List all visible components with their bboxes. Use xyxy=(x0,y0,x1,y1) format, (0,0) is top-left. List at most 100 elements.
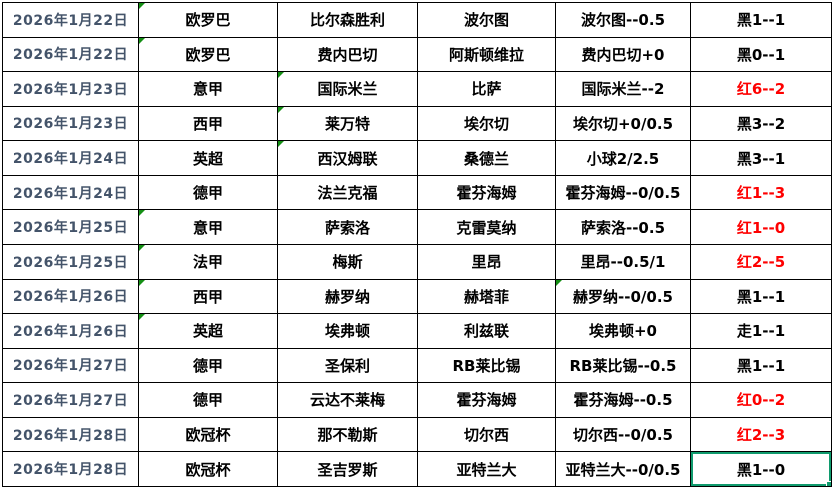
date-cell[interactable]: 2026年1月26日 xyxy=(2,278,139,315)
table-row: 2026年1月24日 英超 西汉姆联 桑德兰 小球2/2.5 黑3--1 xyxy=(2,140,832,176)
away-team-cell[interactable]: 埃尔切 xyxy=(417,105,556,142)
spreadsheet: 2026年1月22日 欧罗巴 比尔森胜利 波尔图 波尔图--0.5 黑1--1 … xyxy=(2,2,832,487)
handicap-cell[interactable]: 里昂--0.5/1 xyxy=(555,243,691,280)
handicap-cell[interactable]: 霍芬海姆--0/0.5 xyxy=(555,174,691,211)
selection-fill-handle[interactable] xyxy=(826,481,831,486)
handicap-cell[interactable]: 切尔西--0/0.5 xyxy=(555,416,691,453)
league-cell[interactable]: 意甲 xyxy=(138,209,278,245)
league-cell[interactable]: 欧罗巴 xyxy=(138,36,278,73)
league-cell[interactable]: 欧冠杯 xyxy=(138,416,278,453)
handicap-cell[interactable]: 小球2/2.5 xyxy=(555,140,691,176)
handicap-cell[interactable]: 波尔图--0.5 xyxy=(555,2,691,38)
handicap-cell[interactable]: RB莱比锡--0.5 xyxy=(555,347,691,384)
date-cell[interactable]: 2026年1月25日 xyxy=(2,209,139,245)
home-team-cell[interactable]: 那不勒斯 xyxy=(277,416,418,453)
table-row: 2026年1月22日 欧罗巴 费内巴切 阿斯顿维拉 费内巴切+0 黑0--1 xyxy=(2,36,832,73)
result-cell[interactable]: 红1--0 xyxy=(690,209,832,245)
home-team-cell[interactable]: 云达不莱梅 xyxy=(277,382,418,418)
result-cell[interactable]: 红1--3 xyxy=(690,174,832,211)
away-team-cell[interactable]: 桑德兰 xyxy=(417,140,556,176)
date-cell[interactable]: 2026年1月28日 xyxy=(2,416,139,453)
away-team-cell[interactable]: 比萨 xyxy=(417,71,556,107)
away-team-cell[interactable]: 赫塔菲 xyxy=(417,278,556,315)
date-cell[interactable]: 2026年1月27日 xyxy=(2,347,139,384)
result-cell-selected[interactable]: 黑1--0 xyxy=(690,451,832,487)
home-team-cell[interactable]: 圣吉罗斯 xyxy=(277,451,418,487)
date-cell[interactable]: 2026年1月22日 xyxy=(2,36,139,73)
league-cell[interactable]: 欧罗巴 xyxy=(138,2,278,38)
away-team-cell[interactable]: 亚特兰大 xyxy=(417,451,556,487)
handicap-cell[interactable]: 萨索洛--0.5 xyxy=(555,209,691,245)
home-team-cell[interactable]: 圣保利 xyxy=(277,347,418,384)
away-team-cell[interactable]: 阿斯顿维拉 xyxy=(417,36,556,73)
home-team-cell[interactable]: 埃弗顿 xyxy=(277,313,418,349)
away-team-cell[interactable]: 霍芬海姆 xyxy=(417,382,556,418)
date-cell[interactable]: 2026年1月24日 xyxy=(2,174,139,211)
league-cell[interactable]: 意甲 xyxy=(138,71,278,107)
result-cell[interactable]: 黑1--1 xyxy=(690,278,832,315)
date-cell[interactable]: 2026年1月24日 xyxy=(2,140,139,176)
table-row: 2026年1月24日 德甲 法兰克福 霍芬海姆 霍芬海姆--0/0.5 红1--… xyxy=(2,174,832,211)
league-cell[interactable]: 德甲 xyxy=(138,347,278,384)
away-team-cell[interactable]: 切尔西 xyxy=(417,416,556,453)
home-team-cell[interactable]: 国际米兰 xyxy=(277,71,418,107)
handicap-cell[interactable]: 埃尔切+0/0.5 xyxy=(555,105,691,142)
table-row: 2026年1月28日 欧冠杯 那不勒斯 切尔西 切尔西--0/0.5 红2--3 xyxy=(2,416,832,453)
table-row: 2026年1月26日 西甲 赫罗纳 赫塔菲 赫罗纳--0/0.5 黑1--1 xyxy=(2,278,832,315)
home-team-cell[interactable]: 萨索洛 xyxy=(277,209,418,245)
table-row: 2026年1月26日 英超 埃弗顿 利兹联 埃弗顿+0 走1--1 xyxy=(2,313,832,349)
result-cell[interactable]: 红2--5 xyxy=(690,243,832,280)
home-team-cell[interactable]: 法兰克福 xyxy=(277,174,418,211)
home-team-cell[interactable]: 费内巴切 xyxy=(277,36,418,73)
away-team-cell[interactable]: 克雷莫纳 xyxy=(417,209,556,245)
away-team-cell[interactable]: 里昂 xyxy=(417,243,556,280)
date-cell[interactable]: 2026年1月26日 xyxy=(2,313,139,349)
table-row: 2026年1月25日 法甲 梅斯 里昂 里昂--0.5/1 红2--5 xyxy=(2,243,832,280)
table-row: 2026年1月28日 欧冠杯 圣吉罗斯 亚特兰大 亚特兰大--0/0.5 黑1-… xyxy=(2,451,832,487)
home-team-cell[interactable]: 西汉姆联 xyxy=(277,140,418,176)
result-cell[interactable]: 黑3--2 xyxy=(690,105,832,142)
handicap-cell[interactable]: 亚特兰大--0/0.5 xyxy=(555,451,691,487)
table-row: 2026年1月23日 意甲 国际米兰 比萨 国际米兰--2 红6--2 xyxy=(2,71,832,107)
handicap-cell[interactable]: 霍芬海姆--0.5 xyxy=(555,382,691,418)
date-cell[interactable]: 2026年1月23日 xyxy=(2,105,139,142)
result-cell[interactable]: 红2--3 xyxy=(690,416,832,453)
result-cell[interactable]: 黑0--1 xyxy=(690,36,832,73)
league-cell[interactable]: 西甲 xyxy=(138,278,278,315)
result-cell[interactable]: 黑1--1 xyxy=(690,347,832,384)
date-cell[interactable]: 2026年1月28日 xyxy=(2,451,139,487)
home-team-cell[interactable]: 莱万特 xyxy=(277,105,418,142)
league-cell[interactable]: 英超 xyxy=(138,140,278,176)
home-team-cell[interactable]: 比尔森胜利 xyxy=(277,2,418,38)
result-cell[interactable]: 黑3--1 xyxy=(690,140,832,176)
league-cell[interactable]: 德甲 xyxy=(138,382,278,418)
table-row: 2026年1月27日 德甲 云达不莱梅 霍芬海姆 霍芬海姆--0.5 红0--2 xyxy=(2,382,832,418)
result-cell[interactable]: 走1--1 xyxy=(690,313,832,349)
away-team-cell[interactable]: RB莱比锡 xyxy=(417,347,556,384)
home-team-cell[interactable]: 梅斯 xyxy=(277,243,418,280)
home-team-cell[interactable]: 赫罗纳 xyxy=(277,278,418,315)
date-cell[interactable]: 2026年1月27日 xyxy=(2,382,139,418)
handicap-cell[interactable]: 费内巴切+0 xyxy=(555,36,691,73)
league-cell[interactable]: 德甲 xyxy=(138,174,278,211)
result-cell[interactable]: 红0--2 xyxy=(690,382,832,418)
league-cell[interactable]: 欧冠杯 xyxy=(138,451,278,487)
league-cell[interactable]: 西甲 xyxy=(138,105,278,142)
handicap-cell[interactable]: 赫罗纳--0/0.5 xyxy=(555,278,691,315)
away-team-cell[interactable]: 霍芬海姆 xyxy=(417,174,556,211)
date-cell[interactable]: 2026年1月23日 xyxy=(2,71,139,107)
date-cell[interactable]: 2026年1月25日 xyxy=(2,243,139,280)
match-results-table: 2026年1月22日 欧罗巴 比尔森胜利 波尔图 波尔图--0.5 黑1--1 … xyxy=(2,2,832,487)
date-cell[interactable]: 2026年1月22日 xyxy=(2,2,139,38)
result-cell[interactable]: 黑1--1 xyxy=(690,2,832,38)
league-cell[interactable]: 法甲 xyxy=(138,243,278,280)
away-team-cell[interactable]: 波尔图 xyxy=(417,2,556,38)
handicap-cell[interactable]: 国际米兰--2 xyxy=(555,71,691,107)
away-team-cell[interactable]: 利兹联 xyxy=(417,313,556,349)
league-cell[interactable]: 英超 xyxy=(138,313,278,349)
result-cell[interactable]: 红6--2 xyxy=(690,71,832,107)
handicap-cell[interactable]: 埃弗顿+0 xyxy=(555,313,691,349)
table-row: 2026年1月23日 西甲 莱万特 埃尔切 埃尔切+0/0.5 黑3--2 xyxy=(2,105,832,142)
table-row: 2026年1月27日 德甲 圣保利 RB莱比锡 RB莱比锡--0.5 黑1--1 xyxy=(2,347,832,384)
table-row: 2026年1月25日 意甲 萨索洛 克雷莫纳 萨索洛--0.5 红1--0 xyxy=(2,209,832,245)
